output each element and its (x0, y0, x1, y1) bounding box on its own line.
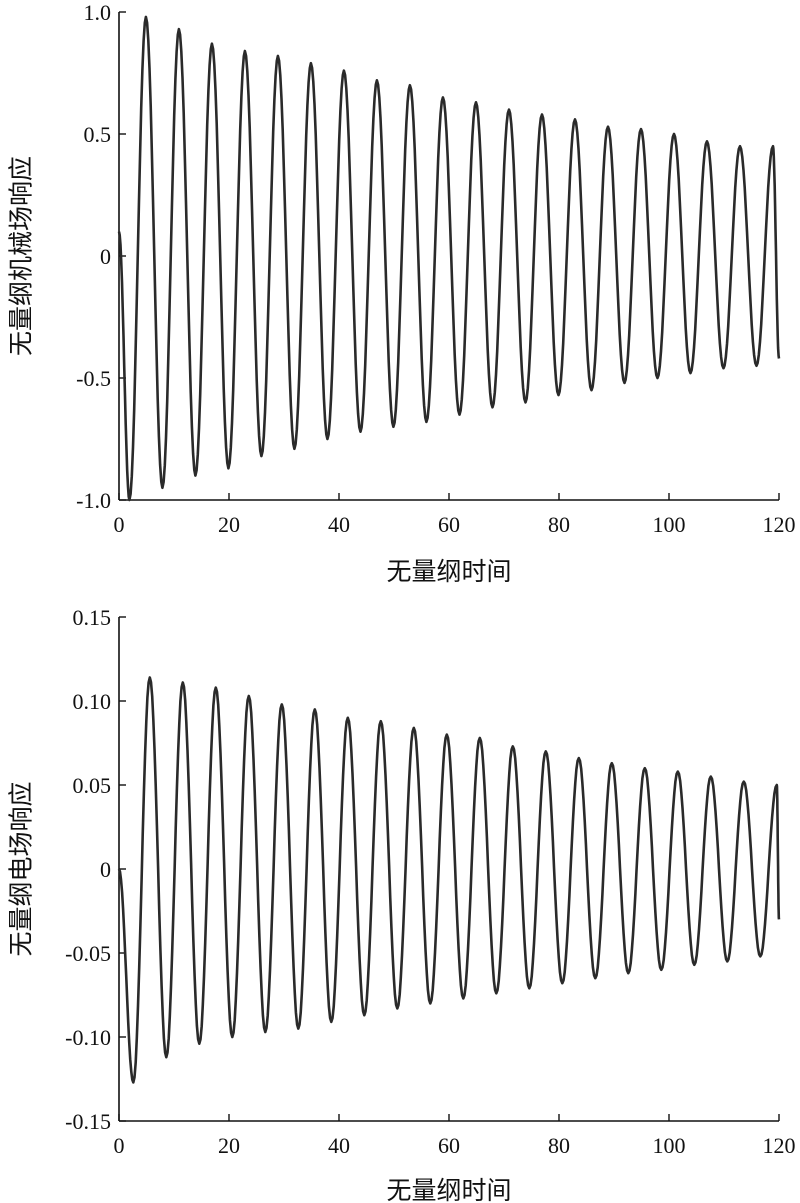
x-tick-label: 20 (218, 512, 240, 537)
x-tick-label: 80 (548, 512, 570, 537)
response-series-line (117, 15, 781, 502)
y-tick-label: -0.10 (65, 1025, 111, 1050)
y-tick-label: -0.05 (65, 941, 111, 966)
x-tick-label: 100 (653, 512, 686, 537)
x-tick-label: 0 (114, 1133, 125, 1158)
x-tick-label: 0 (114, 512, 125, 537)
y-tick-label: 0.05 (73, 773, 112, 798)
y-tick-label: 0.10 (73, 689, 112, 714)
y-tick-label: 0 (100, 244, 111, 269)
y-tick-label: 0.15 (73, 605, 112, 630)
x-tick-label: 100 (653, 1133, 686, 1158)
mechanical-response-chart: 0 20 40 60 80 100 120 1.0 0.5 0 -0.5 -1.0 无量纲时间 无量纲机械… (8, 0, 796, 586)
x-tick-label: 120 (763, 1133, 796, 1158)
y-axis-title: 无量纲电场响应 (8, 781, 36, 956)
response-series-line (117, 676, 781, 1084)
y-tick-label: 0 (100, 857, 111, 882)
y-axis-title: 无量纲机械场响应 (8, 156, 36, 356)
x-tick-label: 120 (763, 512, 796, 537)
y-tick-label: 0.5 (84, 122, 112, 147)
y-tick-label: -0.15 (65, 1109, 111, 1134)
x-axis-title: 无量纲时间 (386, 1177, 511, 1203)
x-tick-label: 40 (328, 512, 350, 537)
x-tick-label: 60 (438, 1133, 460, 1158)
x-tick-label: 80 (548, 1133, 570, 1158)
y-tick-label: 1.0 (84, 0, 112, 25)
electric-response-chart: 0 20 40 60 80 100 120 0.15 0.10 0.05 0 -0.05 -0.10 -0… (8, 605, 796, 1203)
x-axis-title: 无量纲时间 (386, 558, 511, 586)
x-tick-label: 20 (218, 1133, 240, 1158)
y-tick-label: -0.5 (76, 366, 111, 391)
x-tick-label: 40 (328, 1133, 350, 1158)
y-tick-label: -1.0 (76, 488, 111, 513)
x-tick-label: 60 (438, 512, 460, 537)
